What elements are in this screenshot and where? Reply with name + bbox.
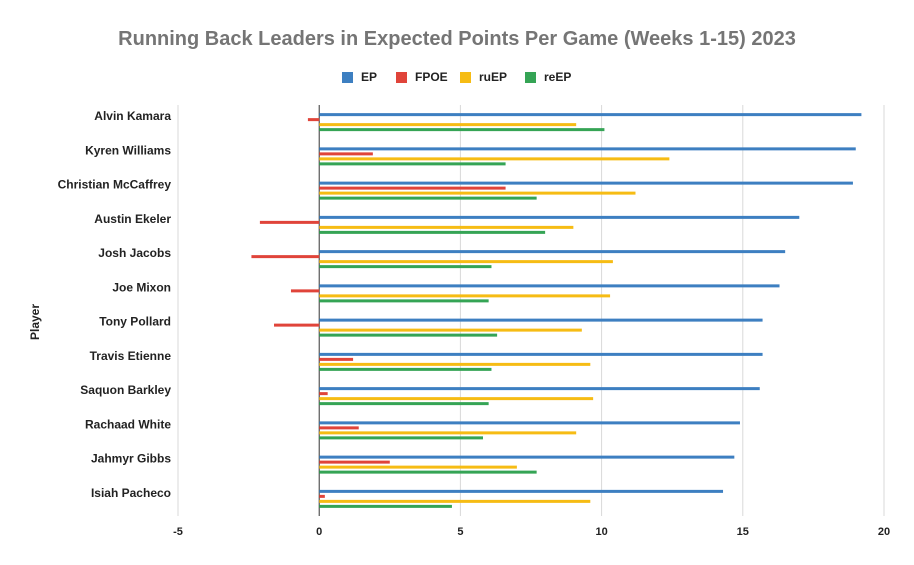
category-label: Josh Jacobs [98, 246, 171, 260]
legend-item-ruep[interactable]: ruEP [460, 70, 507, 84]
category-label: Jahmyr Gibbs [91, 452, 171, 466]
category-labels: Alvin Kamara Kyren Williams Christian McCa… [58, 109, 172, 500]
bar-ruep[interactable] [319, 191, 636, 195]
bar-ruep[interactable] [319, 294, 611, 298]
bar-ep[interactable] [319, 489, 724, 493]
y-axis-title: Player [28, 304, 42, 340]
x-tick-label: 5 [457, 526, 463, 538]
x-tick-label: 10 [595, 526, 607, 538]
x-tick-labels: -5 0 5 10 15 20 [173, 526, 890, 538]
bar-fpoe[interactable] [274, 323, 320, 327]
bar-ep[interactable] [319, 387, 760, 391]
category-label: Kyren Williams [85, 143, 171, 157]
x-tick-label: -5 [173, 526, 183, 538]
legend-swatch-fpoe [396, 71, 407, 83]
legend-label-ruep: ruEP [479, 70, 508, 84]
x-tick-label: 20 [878, 526, 890, 538]
bar-fpoe[interactable] [319, 357, 354, 361]
bar-fpoe[interactable] [259, 220, 320, 224]
legend-swatch-ep [342, 71, 353, 83]
gridlines [177, 105, 885, 516]
category-label: Tony Pollard [99, 315, 171, 329]
bar-reep[interactable] [319, 162, 506, 166]
legend-label-reep: reEP [544, 70, 572, 84]
legend: EP FPOE ruEP reEP [0, 70, 914, 86]
bar-fpoe[interactable] [319, 152, 373, 156]
bar-fpoe[interactable] [290, 289, 320, 293]
bar-fpoe[interactable] [319, 460, 390, 464]
bar-ep[interactable] [319, 113, 862, 117]
bar-reep[interactable] [319, 230, 546, 234]
bar-ruep[interactable] [319, 157, 670, 161]
category-label: Austin Ekeler [94, 212, 171, 226]
category-label: Isiah Pacheco [91, 486, 171, 500]
category-label: Rachaad White [85, 417, 171, 431]
bar-fpoe[interactable] [251, 255, 320, 259]
bar-fpoe[interactable] [319, 494, 325, 498]
category-label: Alvin Kamara [94, 109, 171, 123]
bar-ep[interactable] [319, 250, 786, 254]
bar-ep[interactable] [319, 147, 856, 151]
bar-reep[interactable] [319, 265, 492, 269]
legend-item-fpoe[interactable]: FPOE [396, 70, 448, 84]
bar-ep[interactable] [319, 181, 853, 185]
bar-ep[interactable] [319, 215, 800, 219]
legend-swatch-reep [525, 71, 536, 83]
category-label: Travis Etienne [90, 349, 172, 363]
bar-ep[interactable] [319, 455, 735, 459]
bar-fpoe[interactable] [319, 426, 359, 430]
category-label: Saquon Barkley [80, 383, 171, 397]
legend-swatch-ruep [460, 71, 471, 83]
bar-reep[interactable] [319, 402, 489, 406]
bar-ep[interactable] [319, 421, 740, 425]
bar-fpoe[interactable] [319, 186, 506, 190]
bar-fpoe[interactable] [319, 392, 328, 396]
bar-reep[interactable] [319, 128, 605, 132]
bar-ruep[interactable] [319, 328, 582, 332]
bar-ruep[interactable] [319, 123, 577, 127]
bar-ep[interactable] [319, 352, 763, 356]
bar-reep[interactable] [319, 196, 537, 200]
legend-item-reep[interactable]: reEP [525, 70, 571, 84]
bar-reep[interactable] [319, 333, 498, 337]
bar-ep[interactable] [319, 284, 780, 288]
x-tick-label: 15 [737, 526, 749, 538]
bar-reep[interactable] [319, 436, 483, 440]
bar-ruep[interactable] [319, 397, 594, 401]
bar-ruep[interactable] [319, 465, 517, 469]
legend-item-ep[interactable]: EP [342, 70, 377, 84]
category-label: Joe Mixon [112, 280, 171, 294]
bar-ruep[interactable] [319, 499, 591, 503]
legend-label-fpoe: FPOE [415, 70, 448, 84]
bar-reep[interactable] [319, 367, 492, 371]
bar-ep[interactable] [319, 318, 763, 322]
bars [251, 113, 862, 508]
category-label: Christian McCaffrey [58, 178, 172, 192]
bar-ruep[interactable] [319, 362, 591, 366]
bar-ruep[interactable] [319, 260, 613, 264]
bar-reep[interactable] [319, 504, 452, 508]
legend-label-ep: EP [361, 70, 378, 84]
bar-ruep[interactable] [319, 431, 577, 435]
bar-reep[interactable] [319, 299, 489, 303]
x-tick-label: 0 [316, 526, 322, 538]
bar-ruep[interactable] [319, 225, 574, 229]
bar-fpoe[interactable] [307, 118, 320, 122]
bar-reep[interactable] [319, 470, 537, 474]
chart-title: Running Back Leaders in Expected Points … [118, 28, 796, 50]
